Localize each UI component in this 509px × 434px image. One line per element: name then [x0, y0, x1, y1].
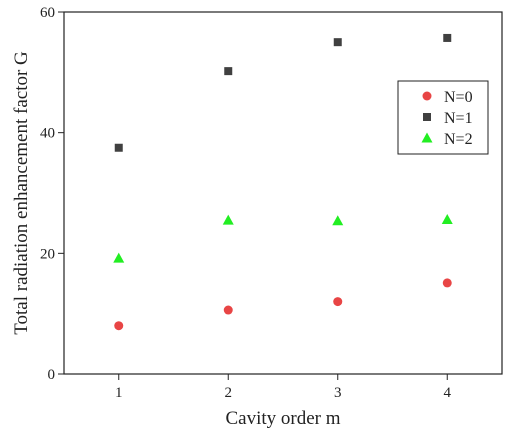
legend-label: N=2	[444, 131, 473, 148]
y-tick-label: 40	[40, 126, 55, 142]
legend-marker-2	[421, 132, 433, 143]
legend-label: N=0	[444, 89, 473, 106]
y-tick-label: 60	[40, 5, 55, 21]
data-points	[113, 33, 453, 331]
data-point-series-0	[223, 305, 233, 315]
x-tick-label: 3	[334, 385, 342, 401]
data-point-series-0	[114, 321, 124, 331]
legend: N=0 N=1 N=2	[397, 80, 489, 155]
data-point-series-1	[224, 67, 233, 76]
plot-frame	[63, 11, 503, 375]
y-tick-label: 20	[40, 246, 55, 262]
legend-marker-1	[423, 113, 431, 121]
data-point-series-2	[332, 215, 344, 226]
x-axis-ticks: 1 2 3 4	[115, 374, 452, 401]
data-point-series-2	[113, 252, 125, 263]
y-tick-label: 0	[48, 367, 56, 383]
x-axis-label: Cavity order m	[225, 408, 340, 429]
legend-label: N=1	[444, 110, 473, 127]
data-point-series-0	[442, 278, 452, 288]
x-tick-label: 4	[444, 385, 452, 401]
legend-marker-0	[422, 91, 432, 101]
x-tick-label: 2	[225, 385, 233, 401]
y-axis-ticks: 0 20 40 60	[40, 5, 64, 383]
data-point-series-0	[333, 297, 343, 307]
data-point-series-2	[441, 214, 453, 225]
legend-box	[397, 80, 489, 155]
data-point-series-1	[114, 143, 123, 152]
data-point-series-1	[443, 33, 452, 42]
y-axis-label: Total radiation enhancement factor G	[11, 51, 32, 335]
data-point-series-2	[222, 214, 234, 225]
data-point-series-1	[333, 38, 342, 47]
x-tick-label: 1	[115, 385, 123, 401]
